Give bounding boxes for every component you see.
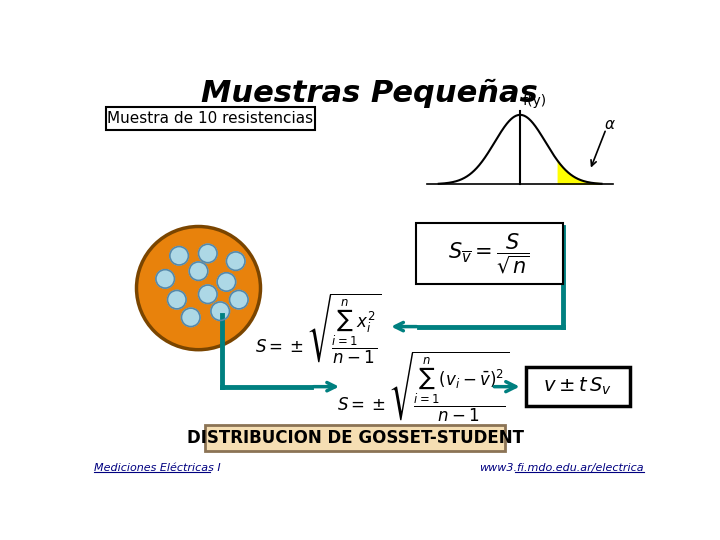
Circle shape — [137, 226, 261, 350]
Text: $S_{\overline{v}} = \dfrac{S}{\sqrt{n}}$: $S_{\overline{v}} = \dfrac{S}{\sqrt{n}}$ — [448, 231, 530, 276]
Circle shape — [211, 302, 230, 320]
Circle shape — [199, 285, 217, 303]
Text: DISTRIBUCION DE GOSSET-STUDENT: DISTRIBUCION DE GOSSET-STUDENT — [186, 429, 523, 447]
Text: Mediciones Eléctricas I: Mediciones Eléctricas I — [94, 463, 220, 473]
Circle shape — [199, 244, 217, 262]
Text: Muestras Pequeñas: Muestras Pequeñas — [201, 79, 537, 108]
Text: www3.fi.mdo.edu.ar/electrica: www3.fi.mdo.edu.ar/electrica — [480, 463, 644, 473]
FancyBboxPatch shape — [106, 107, 315, 130]
FancyBboxPatch shape — [415, 222, 563, 284]
FancyBboxPatch shape — [204, 425, 505, 450]
Text: $\alpha$: $\alpha$ — [604, 117, 616, 132]
Circle shape — [230, 291, 248, 309]
Circle shape — [168, 291, 186, 309]
Text: f(y): f(y) — [523, 94, 546, 108]
Text: $S = \pm\sqrt{\dfrac{\sum_{i=1}^{n} x_i^2}{n-1}}$: $S = \pm\sqrt{\dfrac{\sum_{i=1}^{n} x_i^… — [256, 292, 382, 366]
Circle shape — [217, 273, 235, 291]
Text: Muestra de 10 resistencias: Muestra de 10 resistencias — [107, 111, 313, 126]
Circle shape — [189, 262, 208, 280]
Circle shape — [156, 269, 174, 288]
FancyBboxPatch shape — [526, 367, 630, 406]
Circle shape — [226, 252, 245, 271]
Polygon shape — [558, 161, 601, 184]
Circle shape — [170, 247, 189, 265]
Text: $v \pm t\, S_v$: $v \pm t\, S_v$ — [544, 376, 612, 397]
Text: $S = \pm\sqrt{\dfrac{\sum_{i=1}^{n}(v_i - \bar{v})^2}{n-1}}$: $S = \pm\sqrt{\dfrac{\sum_{i=1}^{n}(v_i … — [337, 349, 510, 424]
Circle shape — [181, 308, 200, 327]
